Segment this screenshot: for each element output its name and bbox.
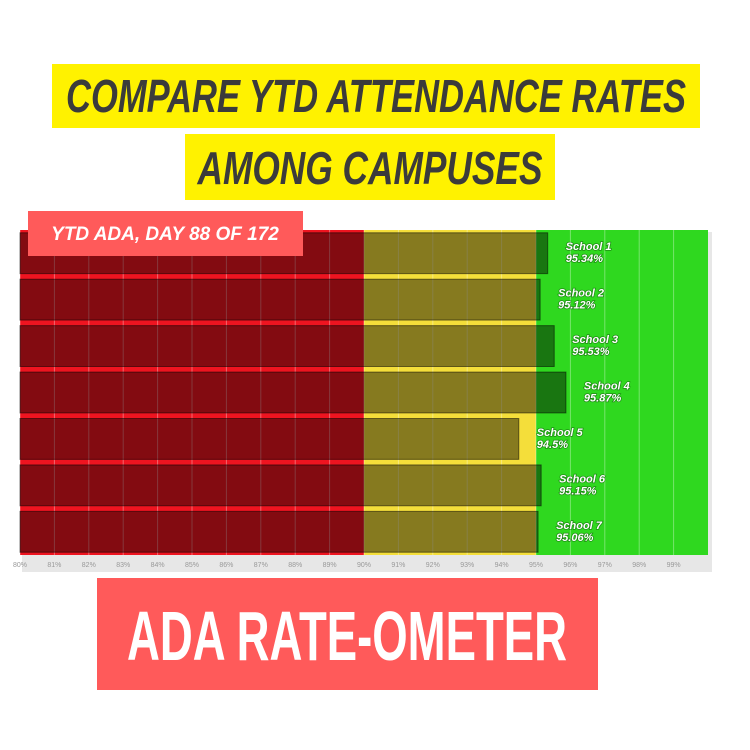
category-label: School 3 <box>572 334 618 346</box>
footer: ADA RATE-OMETER <box>127 597 567 675</box>
x-tick-label: 91% <box>391 562 405 569</box>
x-tick-label: 81% <box>47 562 61 569</box>
x-tick-label: 86% <box>219 562 233 569</box>
data-label: 95.15% <box>559 485 597 497</box>
title-highlight <box>52 64 700 128</box>
x-tick-label: 93% <box>460 562 474 569</box>
x-tick-label: 83% <box>116 562 130 569</box>
title-highlight <box>185 134 555 200</box>
subtitle: YTD ADA, DAY 88 OF 172 <box>51 224 279 245</box>
category-label: School 1 <box>566 241 612 253</box>
bar <box>19 418 520 460</box>
subtitle-box <box>28 211 303 256</box>
category-label: School 4 <box>584 381 630 393</box>
x-tick-label: 88% <box>288 562 302 569</box>
x-tick-label: 95% <box>529 562 543 569</box>
x-tick-label: 80% <box>13 562 27 569</box>
chart-title: AMONG CAMPUSES <box>197 142 543 194</box>
category-label: School 5 <box>537 427 584 439</box>
x-tick-label: 82% <box>82 562 96 569</box>
bar <box>19 325 555 367</box>
data-label: 95.87% <box>584 393 622 405</box>
x-tick-label: 94% <box>495 562 509 569</box>
data-label: 95.06% <box>556 532 594 544</box>
x-tick-label: 99% <box>667 562 681 569</box>
plot: 80% 81% 82% 83% 84% 85% 86% 87% 88% 89% 90% 91% 92% 9… <box>13 230 708 569</box>
category-label: School 2 <box>558 288 604 300</box>
zone <box>536 230 708 555</box>
zone <box>364 230 536 555</box>
x-tick-label: 87% <box>254 562 268 569</box>
x-tick-label: 98% <box>632 562 646 569</box>
bar <box>19 510 539 553</box>
x-tick-label: 89% <box>323 562 337 569</box>
bar <box>19 464 542 507</box>
zone <box>20 230 364 555</box>
x-tick-label: 97% <box>598 562 612 569</box>
x-tick-label: 85% <box>185 562 199 569</box>
category-label: School 6 <box>559 473 606 485</box>
data-label: 95.34% <box>566 253 604 265</box>
x-tick-label: 84% <box>151 562 165 569</box>
chart-title: COMPARE YTD ATTENDANCE RATES <box>66 70 686 122</box>
x-tick-label: 90% <box>357 562 371 569</box>
x-tick-label: 96% <box>563 562 577 569</box>
data-label: 95.12% <box>558 300 596 312</box>
bar <box>19 371 567 414</box>
data-label: 94.5% <box>537 439 568 451</box>
data-label: 95.53% <box>572 346 610 358</box>
x-tick-label: 92% <box>426 562 440 569</box>
category-label: School 7 <box>556 520 603 532</box>
footer-box <box>97 578 598 690</box>
bar <box>19 278 541 321</box>
